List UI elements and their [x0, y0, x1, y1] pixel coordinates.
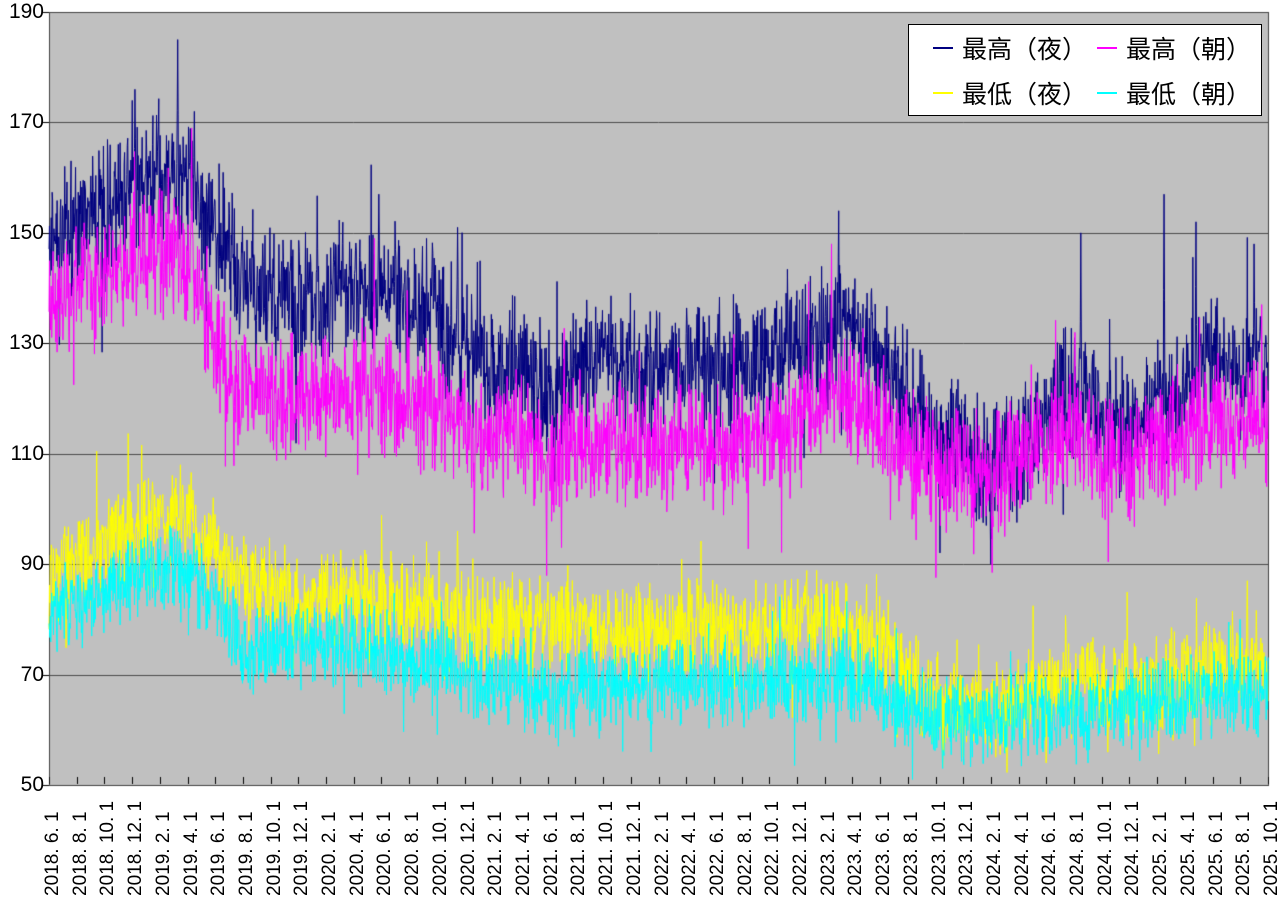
- y-tick-label: 190: [8, 0, 44, 23]
- x-tick-label: 2023. 4. 1: [845, 811, 867, 896]
- legend-label: 最高（夜）: [962, 35, 1088, 64]
- x-tick-label: 2023. 12. 1: [956, 800, 978, 896]
- x-tick-label: 2020. 2. 1: [319, 811, 341, 896]
- x-tick-label: 2022. 8. 1: [734, 811, 756, 896]
- x-tick-label: 2020. 6. 1: [374, 811, 396, 896]
- x-tick-label: 2022. 2. 1: [651, 811, 673, 896]
- x-tick-label: 2025. 4. 1: [1177, 811, 1199, 896]
- legend-item-min-night: 最低（夜）: [933, 75, 1097, 111]
- x-tick-label: 2019. 6. 1: [208, 811, 230, 896]
- legend: 最高（夜） 最高（朝） 最低（夜） 最低（朝）: [908, 24, 1262, 116]
- legend-line-swatch: [1097, 46, 1117, 49]
- x-tick-label: 2025. 6. 1: [1205, 811, 1227, 896]
- legend-label: 最高（朝）: [1126, 35, 1252, 64]
- x-tick-label: 2021. 6. 1: [540, 811, 562, 896]
- y-tick-label: 170: [8, 110, 44, 134]
- legend-label: 最低（朝）: [1126, 80, 1252, 109]
- x-tick-label: 2021. 10. 1: [596, 800, 618, 896]
- x-tick-label: 2022. 6. 1: [706, 811, 728, 896]
- x-tick-label: 2021. 2. 1: [485, 811, 507, 896]
- x-tick-label: 2022. 4. 1: [679, 811, 701, 896]
- x-tick-label: 2019. 10. 1: [263, 800, 285, 896]
- legend-line-swatch: [933, 46, 953, 49]
- x-tick-label: 2023. 6. 1: [873, 811, 895, 896]
- legend-item-max-morning: 最高（朝）: [1097, 30, 1261, 66]
- x-tick-label: 2018. 12. 1: [125, 800, 147, 896]
- x-tick-label: 2020. 10. 1: [429, 800, 451, 896]
- x-tick-label: 2023. 2. 1: [817, 811, 839, 896]
- y-tick-label: 50: [20, 773, 44, 796]
- x-tick-label: 2020. 12. 1: [457, 800, 479, 896]
- x-tick-label: 2019. 4. 1: [180, 811, 202, 896]
- legend-item-max-night: 最高（夜）: [933, 30, 1097, 66]
- x-tick-label: 2018. 8. 1: [69, 811, 91, 896]
- x-tick-label: 2025. 8. 1: [1233, 811, 1255, 896]
- x-tick-label: 2024. 10. 1: [1094, 800, 1116, 896]
- x-tick-label: 2018. 6. 1: [42, 811, 63, 896]
- x-tick-label: 2020. 8. 1: [402, 811, 424, 896]
- x-tick-label: 2024. 8. 1: [1067, 811, 1089, 896]
- x-tick-label: 2021. 12. 1: [623, 800, 645, 896]
- x-tick-label: 2023. 8. 1: [900, 811, 922, 896]
- y-tick-label: 130: [8, 331, 44, 355]
- x-tick-label: 2022. 12. 1: [790, 800, 812, 896]
- y-tick-label: 70: [20, 662, 44, 686]
- x-tick-label: 2025. 2. 1: [1150, 811, 1172, 896]
- x-tick-label: 2024. 2. 1: [983, 811, 1005, 896]
- x-tick-label: 2020. 4. 1: [346, 811, 368, 896]
- x-tick-label: 2024. 4. 1: [1011, 811, 1033, 896]
- legend-line-swatch: [933, 91, 953, 94]
- x-tick-label: 2023. 10. 1: [928, 800, 950, 896]
- x-tick-label: 2021. 8. 1: [568, 811, 590, 896]
- y-tick-label: 110: [10, 441, 44, 465]
- x-tick-label: 2024. 6. 1: [1039, 811, 1061, 896]
- x-tick-label: 2024. 12. 1: [1122, 800, 1144, 896]
- legend-item-min-morning: 最低（朝）: [1097, 75, 1261, 111]
- x-tick-label: 2019. 8. 1: [235, 811, 257, 896]
- y-tick-label: 90: [20, 552, 44, 576]
- x-tick-label: 2019. 12. 1: [291, 800, 313, 896]
- x-tick-label: 2025. 10. 1: [1261, 800, 1280, 896]
- legend-line-swatch: [1097, 91, 1117, 94]
- legend-label: 最低（夜）: [962, 80, 1088, 109]
- x-tick-label: 2021. 4. 1: [512, 811, 534, 896]
- x-tick-label: 2019. 2. 1: [152, 811, 174, 896]
- y-tick-label: 150: [8, 220, 44, 244]
- x-tick-label: 2022. 10. 1: [762, 800, 784, 896]
- x-tick-label: 2018. 10. 1: [97, 800, 119, 896]
